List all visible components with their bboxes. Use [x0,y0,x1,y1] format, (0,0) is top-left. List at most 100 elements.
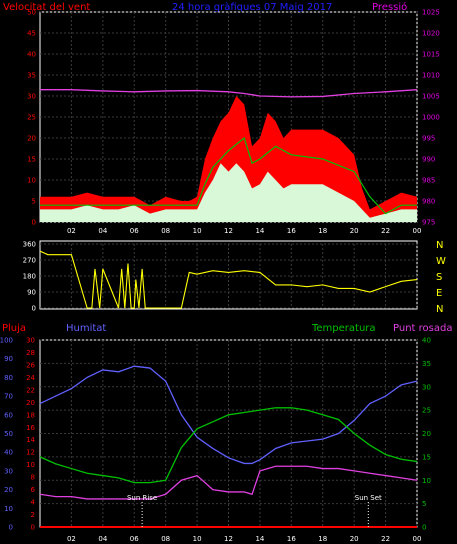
tick-label-hour: 04 [98,535,107,543]
compass-label: E [436,288,442,299]
tick-label-hour: 04 [98,227,107,235]
tick-label-pressure: 1020 [422,30,440,38]
tick-label-rain: 50 [4,430,13,438]
tick-label-humidity: 24 [26,374,35,382]
temperature-label: Temperatura [311,323,376,334]
tick-label-temperature: 20 [422,430,431,438]
tick-label-temperature: 15 [422,453,431,461]
tick-label-hour: 06 [130,535,139,543]
tick-label-humidity: 28 [26,349,35,357]
tick-label-wind: 45 [27,30,36,38]
tick-label-hour: 00 [413,227,422,235]
tick-label-rain: 30 [4,467,13,475]
rain-label: Pluja [2,323,26,334]
tick-label-wind: 10 [27,177,36,185]
tick-label-temperature: 30 [422,383,431,391]
tick-label-direction: 90 [27,289,36,297]
tick-label-pressure: 1000 [422,114,440,122]
tick-label-temperature: 0 [422,524,426,532]
tick-label-humidity: 16 [26,424,35,432]
wind-direction-line [39,250,418,309]
grid-lines [40,11,418,528]
tick-label-humidity: 26 [26,361,35,369]
sun-annotation: Sun Rise [127,494,157,502]
tick-label-hour: 22 [381,535,390,543]
tick-label-rain: 100 [0,337,13,345]
tick-label-humidity: 30 [26,337,35,345]
data-series [39,89,418,528]
sun-annotation: Sun Set [355,494,382,502]
tick-label-hour: 06 [130,227,139,235]
wind-speed-label: Velocitat del vent [3,2,90,13]
humidity-line [39,365,418,465]
tick-label-direction: 360 [23,241,36,249]
tick-label-humidity: 20 [26,399,35,407]
tick-label-hour: 18 [318,227,327,235]
tick-label-hour: 16 [287,227,296,235]
wind-average-line [40,136,417,215]
tick-label-hour: 16 [287,535,296,543]
tick-label-humidity: 2 [31,511,35,519]
tick-label-temperature: 10 [422,477,431,485]
tick-label-pressure: 1010 [422,72,440,80]
tick-label-rain: 20 [4,486,13,494]
temp-line [39,407,418,484]
tick-label-hour: 00 [413,535,422,543]
tick-label-temperature: 5 [422,500,426,508]
tick-label-direction: 270 [23,257,36,265]
tick-label-hour: 02 [67,227,76,235]
pressure-line [40,89,418,98]
tick-label-wind: 35 [27,72,36,80]
tick-label-direction: 180 [23,273,36,281]
tick-label-humidity: 12 [26,449,35,457]
tick-label-temperature: 35 [422,360,431,368]
tick-label-rain: 70 [4,393,13,401]
tick-label-humidity: 0 [31,524,35,532]
tick-label-wind: 15 [27,156,36,164]
tick-label-temperature: 25 [422,407,431,415]
tick-label-hour: 08 [161,535,170,543]
compass-label: N [436,304,443,315]
tick-label-hour: 22 [381,227,390,235]
tick-label-pressure: 1005 [422,93,440,101]
tick-label-wind: 0 [32,219,36,227]
tick-label-hour: 12 [224,535,233,543]
tick-label-humidity: 10 [26,461,35,469]
tick-label-hour: 20 [350,227,359,235]
tick-label-humidity: 6 [31,486,36,494]
pressure-label: Pressió [372,1,407,13]
tick-label-humidity: 22 [26,386,35,394]
tick-label-wind: 25 [27,114,36,122]
panel-direction-frame [39,240,418,310]
wind-speed-area [40,163,417,222]
tick-label-wind: 40 [27,51,36,59]
axis-labels: 0510152025303540455097598098599099510001… [0,9,446,544]
compass-label: W [436,256,446,267]
tick-label-pressure: 975 [422,219,435,227]
tick-label-pressure: 995 [422,135,435,143]
tick-label-rain: 40 [4,449,13,457]
tick-label-hour: 12 [224,227,233,235]
tick-label-hour: 14 [255,227,264,235]
dew-point-label: Punt rosada [393,323,452,334]
compass-label: S [436,272,442,283]
tick-label-rain: 90 [4,355,13,363]
tick-label-pressure: 990 [422,156,435,164]
tick-label-hour: 14 [255,535,264,543]
humidity-label: Humitat [66,323,106,334]
tick-label-hour: 10 [193,227,202,235]
tick-label-pressure: 1025 [422,9,440,17]
compass-label: N [436,240,443,251]
tick-label-pressure: 985 [422,177,435,185]
tick-label-humidity: 4 [31,499,36,507]
tick-label-hour: 18 [318,535,327,543]
chart-title: 24 hora gràfiques 07 Maig 2017 [172,1,332,13]
tick-label-rain: 60 [4,411,13,419]
tick-label-humidity: 14 [26,436,35,444]
tick-label-rain: 0 [9,524,13,532]
tick-label-wind: 50 [27,9,36,17]
tick-label-wind: 5 [32,198,36,206]
tick-label-hour: 10 [193,535,202,543]
tick-label-pressure: 1015 [422,51,440,59]
